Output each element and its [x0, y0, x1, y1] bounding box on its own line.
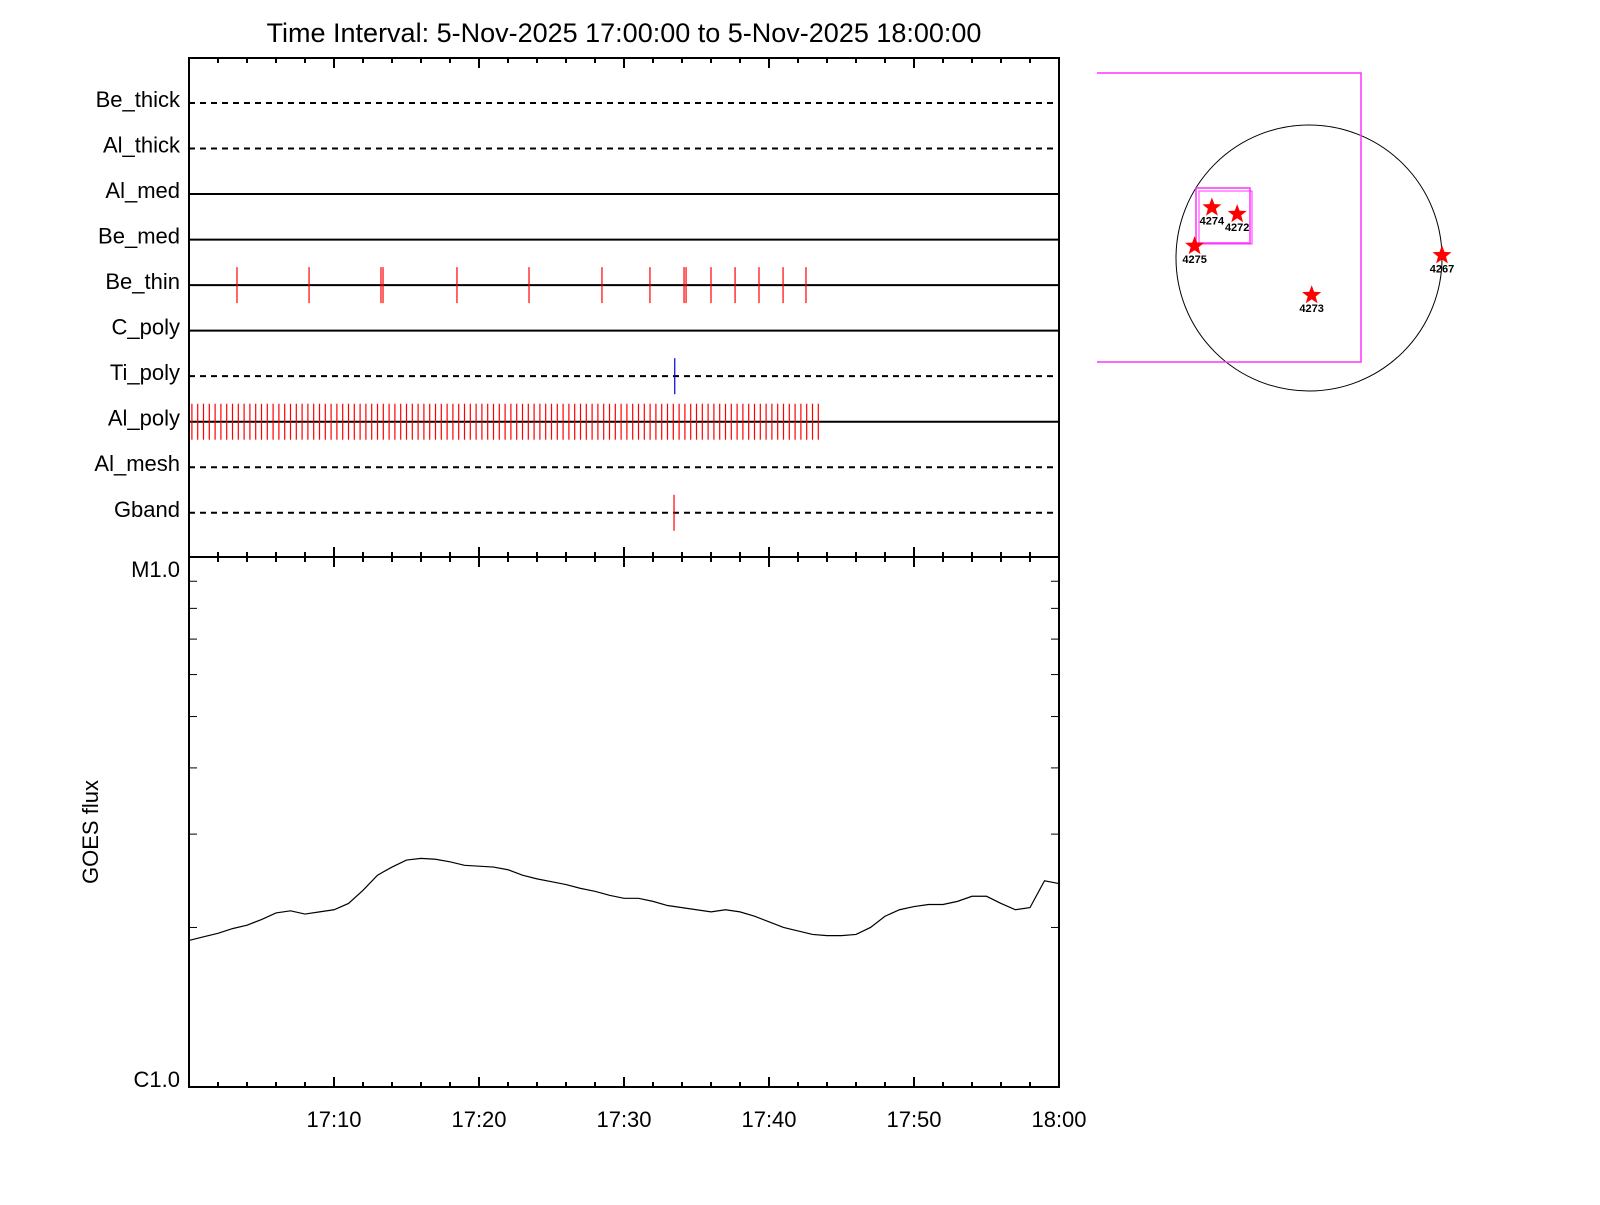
x-tick-label: 17:50: [886, 1107, 941, 1132]
goes-curve: [188, 857, 1060, 942]
timeline-frame: [188, 57, 1060, 558]
x-tick-label: 17:10: [306, 1107, 361, 1132]
y-tick-label: C1.0: [134, 1067, 180, 1092]
row-label: Al_thick: [103, 133, 181, 158]
row-label: Be_thick: [96, 87, 181, 112]
goes-frame: [188, 556, 1060, 1088]
region-label: 4275: [1182, 254, 1206, 266]
region-marker: [1185, 236, 1205, 255]
region-label: 4274: [1200, 215, 1225, 227]
region-marker: [1302, 285, 1322, 304]
x-tick-label: 17:30: [596, 1107, 651, 1132]
row-label: Al_poly: [108, 406, 180, 431]
chart-title: Time Interval: 5-Nov-2025 17:00:00 to 5-…: [267, 18, 982, 48]
region-marker: [1432, 245, 1452, 264]
row-label: Ti_poly: [110, 360, 180, 385]
zoom-box: [1195, 187, 1251, 244]
row-label: Gband: [114, 497, 180, 522]
y-tick-label: M1.0: [131, 557, 180, 582]
region-label: 4267: [1430, 263, 1454, 275]
x-tick-label: 17:40: [741, 1107, 796, 1132]
x-tick-label: 17:20: [451, 1107, 506, 1132]
row-label: Be_med: [98, 224, 180, 249]
zoom-box: [1198, 190, 1253, 245]
region-marker: [1227, 204, 1247, 223]
region-marker: [1202, 197, 1222, 216]
row-label: Al_mesh: [94, 451, 180, 476]
region-label: 4272: [1225, 222, 1249, 234]
row-label: Al_med: [105, 178, 180, 203]
solar-disk: [1175, 124, 1443, 392]
region-label: 4273: [1299, 303, 1323, 315]
x-tick-label: 18:00: [1031, 1107, 1086, 1132]
field-of-view: [1097, 72, 1362, 363]
y-axis-label: GOES flux: [78, 780, 103, 884]
row-label: Be_thin: [105, 269, 180, 294]
row-label: C_poly: [112, 315, 180, 340]
